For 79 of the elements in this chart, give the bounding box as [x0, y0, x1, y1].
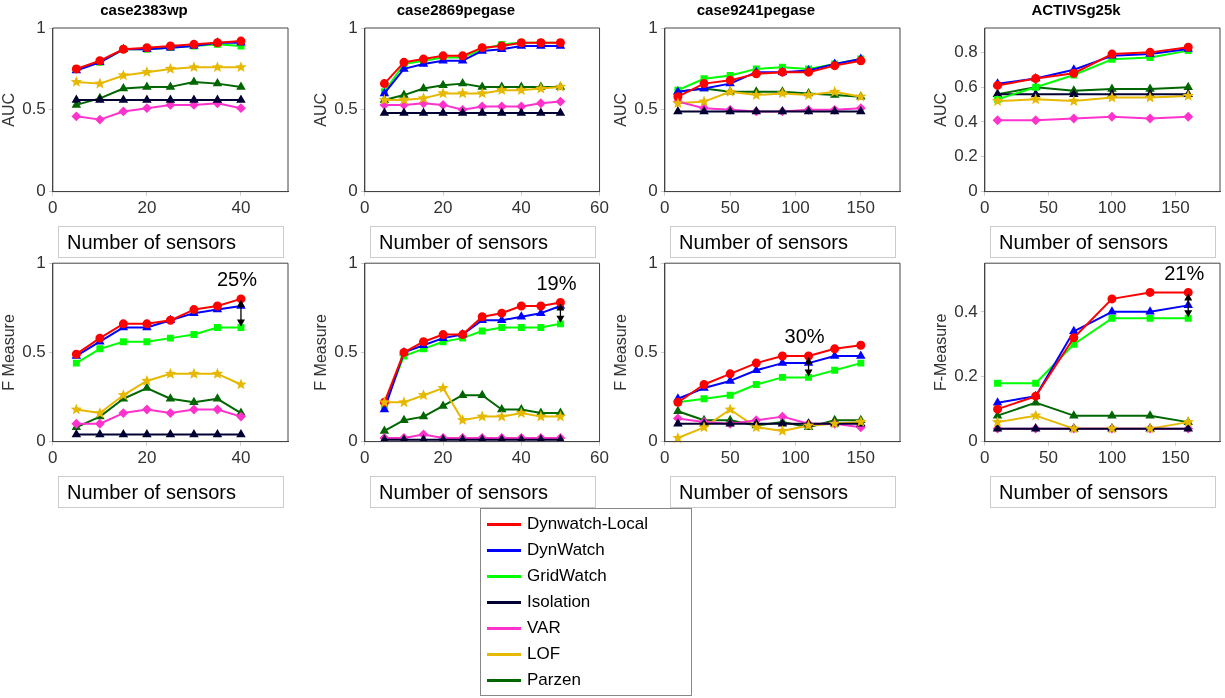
x-tick-label: 50 — [1038, 198, 1058, 218]
y-tick-label: 0 — [36, 431, 46, 451]
y-tick-label: 0 — [36, 181, 46, 201]
y-tick-label: 0.5 — [334, 99, 358, 119]
x-axis-title: Number of sensors — [670, 226, 896, 258]
x-tick-label: 60 — [590, 448, 610, 468]
x-tick-label: 20 — [433, 198, 453, 218]
y-tick-label: 0 — [648, 431, 658, 451]
y-tick-label: 0 — [968, 181, 978, 201]
y-tick-label: 0.4 — [954, 111, 978, 131]
y-tick-label: 1 — [648, 252, 658, 272]
y-tick-label: 0.6 — [954, 76, 978, 96]
chart-title: case2869pegase — [396, 1, 516, 19]
legend-label: GridWatch — [527, 566, 607, 586]
annotation: 30% — [784, 325, 825, 348]
x-tick-label: 150 — [846, 198, 875, 218]
y-tick-label: 0 — [348, 431, 358, 451]
chart-title: ACTIVSg25k — [1031, 1, 1122, 19]
x-tick-label: 20 — [137, 198, 157, 218]
x-tick-label: 150 — [1161, 448, 1190, 468]
y-tick-label: 0.5 — [634, 99, 658, 119]
annotation: 21% — [1164, 261, 1205, 284]
x-axis-title: Number of sensors — [58, 226, 284, 258]
y-tick-label: 1 — [648, 17, 658, 37]
x-axis-title: Number of sensors — [370, 226, 596, 258]
annotation: 25% — [216, 268, 258, 291]
x-tick-label: 100 — [1097, 448, 1127, 468]
legend-label: DynWatch — [527, 540, 605, 560]
x-tick-label: 50 — [720, 448, 740, 468]
chart-title: case2383wp — [100, 1, 188, 19]
x-tick-label: 40 — [511, 198, 531, 218]
y-axis-title: F Measure — [612, 314, 630, 391]
x-tick-label: 50 — [720, 198, 740, 218]
y-axis-title: AUC — [932, 92, 950, 127]
x-tick-label: 40 — [511, 448, 531, 468]
x-tick-label: 60 — [590, 198, 610, 218]
y-tick-label: 0.4 — [954, 301, 978, 321]
y-tick-label: 1 — [36, 252, 46, 272]
annotation: 19% — [536, 271, 577, 294]
legend-label: LOF — [527, 644, 561, 664]
y-axis-title: F Measure — [0, 314, 18, 391]
y-tick-label: 0 — [968, 431, 978, 451]
x-tick-label: 150 — [846, 448, 875, 468]
x-tick-label: 40 — [231, 448, 251, 468]
y-tick-label: 1 — [36, 17, 46, 37]
x-tick-label: 100 — [781, 448, 810, 468]
x-axis-title: Number of sensors — [990, 476, 1216, 508]
legend-label: Isolation — [527, 592, 591, 612]
y-tick-label: 1 — [348, 252, 358, 272]
y-axis-title: AUC — [312, 92, 330, 127]
y-tick-label: 0.2 — [954, 366, 978, 386]
y-tick-label: 0 — [648, 181, 658, 201]
y-axis-title: F Measure — [312, 314, 330, 391]
x-axis-title: Number of sensors — [370, 476, 596, 508]
x-tick-label: 20 — [433, 448, 453, 468]
y-tick-label: 0.5 — [22, 342, 46, 362]
y-axis-title: AUC — [0, 92, 18, 127]
y-tick-label: 1 — [348, 17, 358, 37]
x-tick-label: 20 — [137, 448, 157, 468]
y-tick-label: 0 — [348, 181, 358, 201]
x-axis-title: Number of sensors — [990, 226, 1216, 258]
x-tick-label: 100 — [781, 198, 810, 218]
legend-label: Parzen — [527, 670, 581, 690]
y-axis-title: F-Measure — [932, 313, 950, 392]
y-axis-title: AUC — [612, 92, 630, 127]
x-tick-label: 40 — [231, 198, 251, 218]
y-tick-label: 0.2 — [954, 146, 978, 166]
y-tick-label: 0.5 — [334, 342, 358, 362]
x-axis-title: Number of sensors — [670, 476, 896, 508]
x-tick-label: 100 — [1097, 198, 1127, 218]
legend-label: VAR — [527, 618, 561, 638]
y-tick-label: 0.8 — [954, 42, 978, 62]
chart-title: case9241pegase — [696, 1, 816, 19]
y-tick-label: 0.5 — [634, 342, 658, 362]
legend-label: Dynwatch-Local — [527, 514, 648, 534]
x-tick-label: 50 — [1038, 448, 1058, 468]
y-tick-label: 0.5 — [22, 99, 46, 119]
x-axis-title: Number of sensors — [58, 476, 284, 508]
x-tick-label: 150 — [1161, 198, 1190, 218]
